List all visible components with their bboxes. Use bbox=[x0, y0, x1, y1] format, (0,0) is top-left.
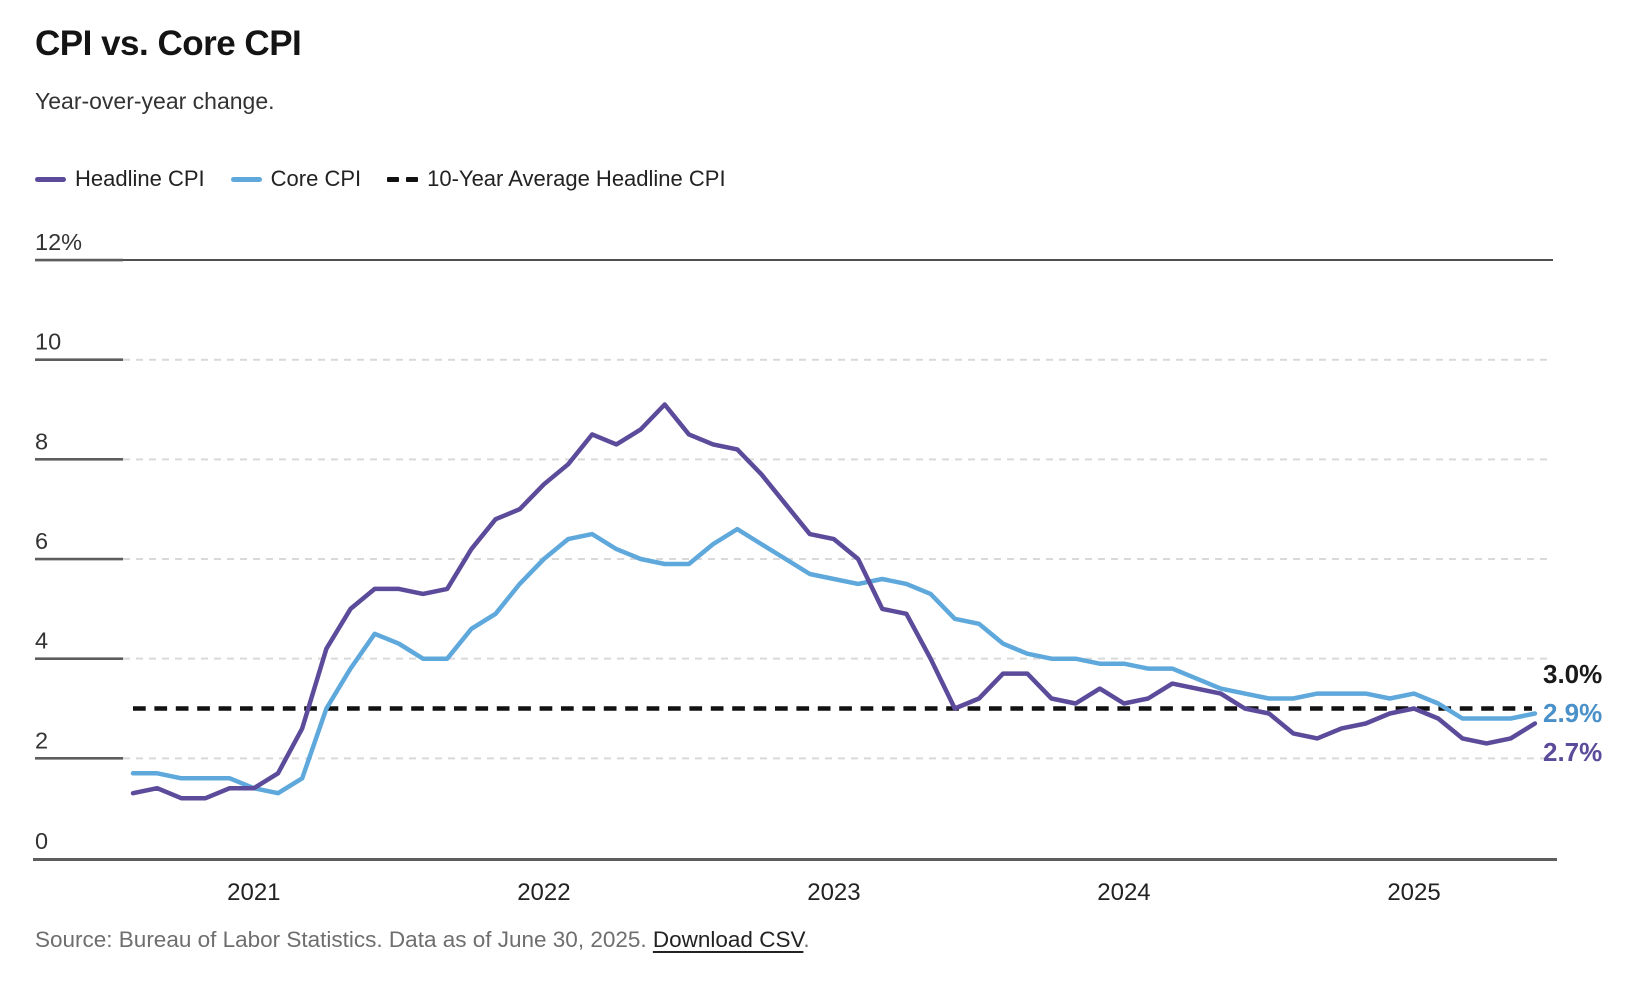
core-cpi-line-path bbox=[130, 526, 1538, 796]
x-axis-label: 2023 bbox=[807, 879, 860, 906]
core-cpi-line-swatch bbox=[230, 176, 262, 182]
x-axis-label: 2024 bbox=[1097, 879, 1150, 906]
x-axis-label: 2025 bbox=[1387, 879, 1440, 906]
legend-item-core-cpi: Core CPI bbox=[230, 166, 362, 192]
source-line: Source: Bureau of Labor Statistics. Data… bbox=[35, 927, 810, 953]
headline-cpi-line bbox=[130, 402, 1538, 801]
legend-label-average: 10-Year Average Headline CPI bbox=[427, 166, 726, 191]
y-axis-label: 10 bbox=[35, 329, 61, 355]
x-axis-label: 2022 bbox=[517, 879, 570, 906]
x-axis-label: 2021 bbox=[227, 879, 280, 906]
headline-cpi-line-swatch bbox=[35, 176, 66, 182]
x-axis-labels: 2021 2022 2023 2024 2025 bbox=[227, 879, 1441, 906]
y-axis-label: 12% bbox=[35, 229, 82, 255]
y-axis-labels: 0 2 4 6 8 10 12% bbox=[35, 229, 82, 854]
core-cpi-line bbox=[130, 526, 1538, 796]
average-line-swatch bbox=[387, 176, 419, 182]
y-axis-label: 6 bbox=[35, 528, 48, 554]
end-label-core-cpi: 2.9% bbox=[1543, 698, 1603, 728]
y-axis-label: 4 bbox=[35, 628, 48, 654]
average-dash-icon bbox=[406, 176, 419, 182]
y-axis-label: 8 bbox=[35, 428, 48, 454]
legend-label-headline-cpi: Headline CPI bbox=[75, 166, 205, 191]
chart-title: CPI vs. Core CPI bbox=[35, 24, 302, 63]
y-axis-ticks bbox=[35, 258, 123, 760]
legend-label-core-cpi: Core CPI bbox=[270, 166, 362, 191]
chart-subtitle: Year-over-year change. bbox=[35, 88, 275, 114]
headline-cpi-line-path bbox=[130, 402, 1538, 801]
legend: Headline CPI Core CPI 10-Year Average He… bbox=[35, 166, 726, 192]
y-axis-label: 2 bbox=[35, 727, 48, 753]
download-csv-link[interactable]: Download CSV bbox=[652, 927, 804, 952]
legend-item-average: 10-Year Average Headline CPI bbox=[387, 166, 726, 192]
gridlines bbox=[123, 259, 1553, 760]
end-label-headline-cpi: 2.7% bbox=[1543, 737, 1603, 767]
end-label-average: 3.0% bbox=[1543, 659, 1603, 689]
source-suffix: . bbox=[803, 927, 810, 952]
average-dash-icon bbox=[387, 176, 400, 182]
source-text: Source: Bureau of Labor Statistics. Data… bbox=[35, 927, 653, 952]
y-axis-label: 0 bbox=[35, 828, 48, 854]
legend-item-headline-cpi: Headline CPI bbox=[35, 166, 205, 192]
